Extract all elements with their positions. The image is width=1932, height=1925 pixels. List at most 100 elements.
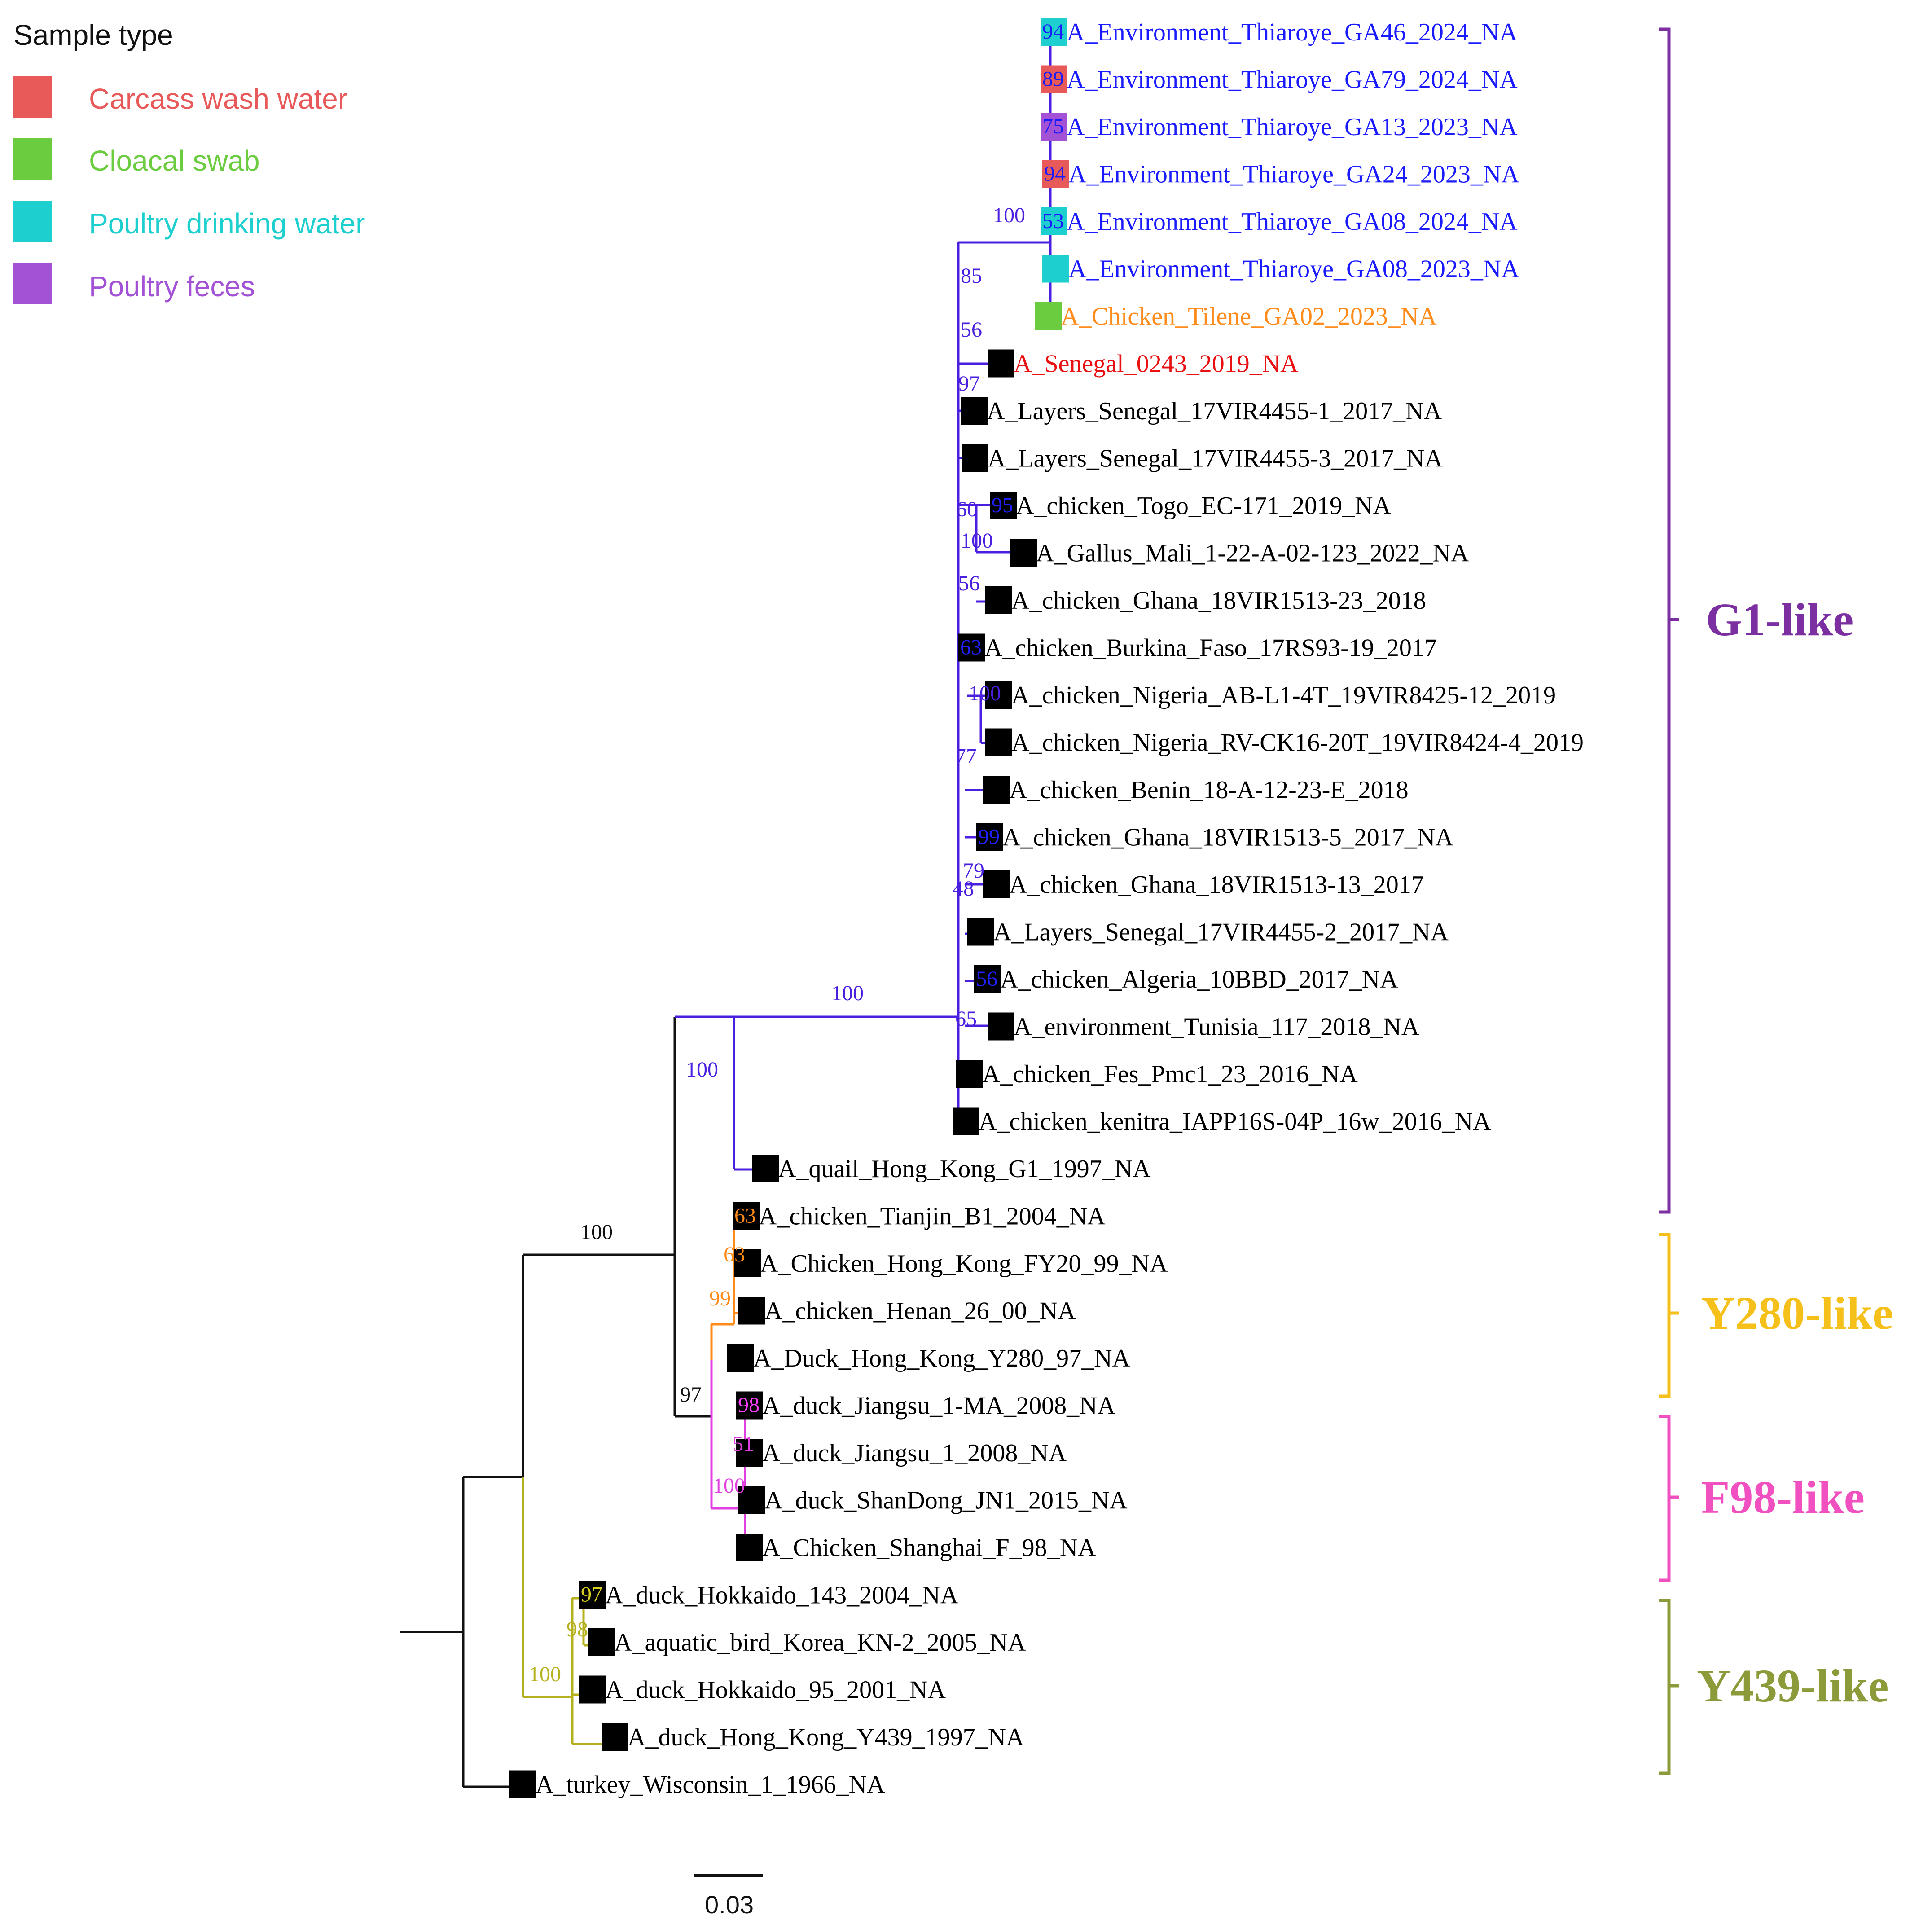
tip-marker xyxy=(985,728,1012,756)
tip-label: A_chicken_Burkina_Faso_17RS93-19_2017 xyxy=(984,634,1437,662)
tip-marker xyxy=(983,776,1010,804)
node-support: 63 xyxy=(724,1243,745,1266)
legend-label-poultry-feces: Poultry feces xyxy=(89,270,255,303)
tip-support: 53 xyxy=(1042,209,1064,233)
tip-label: A_Environment_Thiaroye_GA08_2023_NA xyxy=(1068,255,1519,283)
node-support: 51 xyxy=(733,1432,754,1456)
node-support: 98 xyxy=(566,1617,588,1641)
tip-marker xyxy=(967,918,994,946)
tip-support: 56 xyxy=(976,967,997,991)
tip-marker xyxy=(733,1202,760,1230)
node-support: 65 xyxy=(955,1007,977,1031)
tip-label: A_chicken_Ghana_18VIR1513-23_2018 xyxy=(1011,587,1426,615)
tip-marker xyxy=(1041,65,1067,93)
tip-label: A_environment_Tunisia_117_2018_NA xyxy=(1014,1013,1420,1041)
tip-marker xyxy=(588,1628,615,1656)
tip-label: A_Duck_Hong_Kong_Y280_97_NA xyxy=(753,1345,1131,1372)
tip-support: 75 xyxy=(1042,114,1064,138)
tip-label: A_Chicken_Shanghai_F_98_NA xyxy=(762,1534,1096,1562)
legend-label-carcass-wash-water: Carcass wash water xyxy=(89,83,347,115)
tip-support: 99 xyxy=(978,825,1000,849)
legend-swatch-poultry-drinking-water xyxy=(13,201,52,242)
tip-label: A_duck_Hong_Kong_Y439_1997_NA xyxy=(628,1723,1024,1751)
node-support: 100 xyxy=(993,203,1025,227)
node-support: 99 xyxy=(709,1287,731,1310)
tip-label: A_duck_Hokkaido_95_2001_NA xyxy=(605,1676,946,1704)
tip-marker xyxy=(1041,113,1067,141)
node-support: 100 xyxy=(831,981,864,1005)
node-support: 48 xyxy=(953,877,974,901)
tree-branches xyxy=(400,32,1057,1788)
tip-support: 94 xyxy=(1042,20,1064,44)
tip-label: A_chicken_Ghana_18VIR1513-5_2017_NA xyxy=(1002,824,1453,852)
tip-support: 94 xyxy=(1044,162,1066,186)
tip-label: A_chicken_Henan_26_00_NA xyxy=(764,1297,1076,1325)
node-support: 100 xyxy=(686,1058,718,1081)
tip-marker xyxy=(974,965,1001,993)
tip-marker xyxy=(738,1297,765,1325)
tip-label: A_quail_Hong_Kong_G1_1997_NA xyxy=(778,1155,1151,1183)
tip-label: A_Layers_Senegal_17VIR4455-1_2017_NA xyxy=(987,397,1442,425)
tip-label: A_Environment_Thiaroye_GA79_2024_NA xyxy=(1067,66,1518,94)
tip-marker xyxy=(962,444,988,472)
legend-swatch-poultry-feces xyxy=(13,263,52,304)
node-support: 100 xyxy=(961,529,993,553)
node-support: 60 xyxy=(956,497,978,521)
clade-label-f98: F98-like xyxy=(1701,1472,1865,1523)
tip-label: A_Environment_Thiaroye_GA08_2024_NA xyxy=(1067,208,1518,236)
tip-label: A_duck_ShanDong_JN1_2015_NA xyxy=(764,1487,1128,1515)
legend-swatch-carcass-wash-water xyxy=(13,76,52,118)
node-support: 100 xyxy=(580,1220,613,1244)
tip-label: A_Chicken_Hong_Kong_FY20_99_NA xyxy=(760,1250,1168,1278)
legend-swatch-cloacal-swab xyxy=(13,138,52,180)
tip-marker xyxy=(1035,302,1062,330)
tip-marker xyxy=(1042,160,1069,188)
tip-label: A_duck_Hokkaido_143_2004_NA xyxy=(605,1582,959,1609)
tip-marker xyxy=(953,1107,979,1135)
clade-brackets xyxy=(1659,27,1679,1775)
branches-backbone xyxy=(400,1017,711,1788)
tip-marker xyxy=(985,681,1012,709)
node-support: 97 xyxy=(680,1383,702,1406)
scale-bar: 0.03 xyxy=(694,1874,763,1919)
node-support: 100 xyxy=(529,1662,561,1686)
tip-label: A_chicken_Togo_EC-171_2019_NA xyxy=(1016,492,1392,520)
bracket-g1 xyxy=(1659,27,1679,1214)
tip-label: A_chicken_Ghana_18VIR1513-13_2017 xyxy=(1009,871,1424,899)
tip-label: A_chicken_Algeria_10BBD_2017_NA xyxy=(1000,966,1398,993)
tip-marker xyxy=(1041,18,1067,46)
legend-label-cloacal-swab: Cloacal swab xyxy=(89,145,260,177)
tip-marker xyxy=(956,1060,983,1088)
tip-marker xyxy=(1042,255,1069,283)
tip-marker xyxy=(988,1012,1014,1041)
tip-marker xyxy=(736,1391,763,1420)
node-support: 85 xyxy=(961,264,982,288)
node-support: 97 xyxy=(958,372,980,396)
tip-support: 98 xyxy=(738,1393,760,1417)
node-support: 56 xyxy=(961,318,982,342)
tip-marker xyxy=(736,1534,763,1561)
tip-marker xyxy=(736,1439,763,1467)
tip-marker xyxy=(738,1486,765,1514)
tip-marker xyxy=(727,1344,754,1372)
tip-support: 89 xyxy=(1042,67,1064,91)
tip-label: A_Environment_Thiaroye_GA13_2023_NA xyxy=(1067,113,1518,141)
scale-bar-label: 0.03 xyxy=(705,1890,754,1919)
tip-label: A_turkey_Wisconsin_1_1966_NA xyxy=(536,1771,885,1799)
bracket-f98 xyxy=(1659,1415,1679,1582)
node-support-labels: 100 85 56 97 60 100 56 100 77 79 48 65 1… xyxy=(529,203,1025,1686)
tip-label: A_duck_Jiangsu_1_2008_NA xyxy=(762,1439,1067,1467)
tip-label: A_chicken_kenitra_IAPP16S-04P_16w_2016_N… xyxy=(979,1108,1491,1136)
tip-markers: 94 89 75 94 53 95 63 99 56 63 98 97 xyxy=(509,18,1069,1798)
tip-label: A_Chicken_Tilene_GA02_2023_NA xyxy=(1061,303,1437,330)
tip-label: A_Layers_Senegal_17VIR4455-2_2017_NA xyxy=(993,919,1449,946)
tip-marker xyxy=(509,1770,536,1798)
tip-label: A_chicken_Nigeria_AB-L1-4T_19VIR8425-12_… xyxy=(1011,681,1556,709)
node-support: 77 xyxy=(955,744,977,768)
tip-marker xyxy=(752,1155,779,1182)
tip-label: A_duck_Jiangsu_1-MA_2008_NA xyxy=(762,1392,1116,1420)
tip-labels: A_Environment_Thiaroye_GA46_2024_NA A_Env… xyxy=(536,18,1584,1799)
tip-label: A_chicken_Nigeria_RV-CK16-20T_19VIR8424-… xyxy=(1011,729,1584,757)
tip-label: A_Environment_Thiaroye_GA46_2024_NA xyxy=(1067,18,1518,46)
